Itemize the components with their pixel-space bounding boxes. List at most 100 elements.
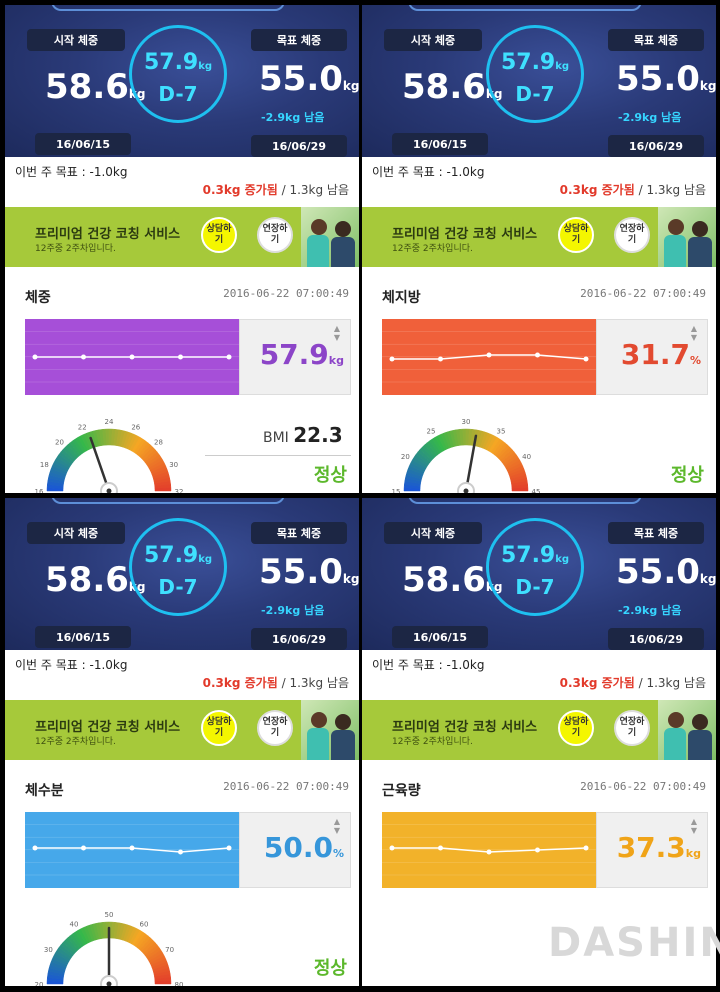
trend-point[interactable] bbox=[32, 354, 38, 360]
goal-weight-label: 목표 체중 bbox=[608, 29, 704, 51]
trend-point[interactable] bbox=[129, 845, 135, 851]
trend-chart[interactable] bbox=[25, 319, 239, 395]
gauge-tick-label: 15 bbox=[392, 488, 401, 493]
goal-weight-value: 55.0kg bbox=[259, 552, 359, 592]
current-weight-ring: 57.9kg D-7 bbox=[129, 25, 227, 123]
trend-point[interactable] bbox=[226, 354, 232, 360]
gauge-tick-label: 30 bbox=[44, 946, 53, 954]
weekly-progress: 0.3kg 증가됨 / 1.3kg 남음 bbox=[559, 676, 706, 690]
gauge-tick-label: 30 bbox=[462, 418, 471, 426]
trend-point[interactable] bbox=[438, 845, 443, 851]
consult-button[interactable]: 상담하기 bbox=[201, 710, 237, 746]
extend-button[interactable]: 연장하기 bbox=[614, 710, 650, 746]
coaches-image bbox=[301, 700, 359, 760]
goal-date: 16/06/29 bbox=[608, 628, 704, 650]
sort-arrows-icon[interactable]: ▲ ▼ bbox=[333, 817, 341, 835]
measurement-date: 2016-06-22 07:00:49 bbox=[580, 780, 706, 793]
sort-arrows-icon[interactable]: ▲ ▼ bbox=[333, 324, 341, 342]
gauge-tick-label: 40 bbox=[522, 453, 531, 461]
coaching-banner[interactable]: 프리미엄 건강 코칭 서비스 12주중 2주차입니다. 상담하기 연장하기 bbox=[362, 207, 716, 267]
trend-point[interactable] bbox=[535, 847, 540, 853]
trend-point[interactable] bbox=[81, 845, 86, 851]
consult-button[interactable]: 상담하기 bbox=[558, 217, 594, 253]
banner-subtitle: 12주중 2주차입니다. bbox=[392, 244, 473, 254]
gauge-tick-label: 25 bbox=[427, 427, 436, 435]
trend-point[interactable] bbox=[81, 354, 86, 360]
trend-point[interactable] bbox=[486, 849, 492, 855]
trend-point[interactable] bbox=[583, 845, 589, 851]
coaching-banner[interactable]: 프리미엄 건강 코칭 서비스 12주중 2주차입니다. 상담하기 연장하기 bbox=[362, 700, 716, 760]
weight-goal-header: 시작 체중 목표 체중 58.6kg 55.0kg 57.9kg D-7 -2.… bbox=[5, 5, 359, 157]
gauge-chart: 15 20 25 30 35 40 45 bbox=[392, 418, 540, 493]
measurement-date: 2016-06-22 07:00:49 bbox=[580, 287, 706, 300]
start-weight-value: 58.6kg bbox=[402, 560, 503, 600]
gauge-tick-label: 32 bbox=[175, 488, 184, 493]
body-metric-panel-3: 시작 체중 목표 체중 58.6kg 55.0kg 57.9kg D-7 -2.… bbox=[5, 498, 359, 986]
status-label: 정상 bbox=[313, 958, 347, 979]
trend-point[interactable] bbox=[535, 352, 540, 358]
trend-point[interactable] bbox=[583, 356, 589, 362]
trend-chart[interactable] bbox=[25, 812, 239, 888]
top-handle bbox=[408, 5, 642, 11]
banner-subtitle: 12주중 2주차입니다. bbox=[392, 737, 473, 747]
banner-subtitle: 12주중 2주차입니다. bbox=[35, 244, 116, 254]
consult-button[interactable]: 상담하기 bbox=[558, 710, 594, 746]
consult-button[interactable]: 상담하기 bbox=[201, 217, 237, 253]
goal-weight-value: 55.0kg bbox=[616, 552, 716, 592]
goal-weight-value: 55.0kg bbox=[616, 59, 716, 99]
gauge-chart: 20 30 40 50 60 70 80 bbox=[35, 911, 183, 986]
gauge-chart: 16 18 20 22 24 26 28 30 32 bbox=[35, 418, 184, 493]
gauge-needle bbox=[464, 434, 478, 493]
coaching-banner[interactable]: 프리미엄 건강 코칭 서비스 12주중 2주차입니다. 상담하기 연장하기 bbox=[5, 207, 359, 267]
trend-point[interactable] bbox=[178, 849, 183, 855]
trend-point[interactable] bbox=[438, 356, 443, 362]
extend-button[interactable]: 연장하기 bbox=[257, 710, 293, 746]
gauge-tick-label: 20 bbox=[55, 439, 64, 447]
metric-section: 근육량 2016-06-22 07:00:49 ▲ ▼ 37.3kg bbox=[362, 760, 716, 986]
trend-point[interactable] bbox=[389, 845, 395, 851]
gauge-tick-label: 70 bbox=[165, 946, 174, 954]
body-metric-panel-4: 시작 체중 목표 체중 58.6kg 55.0kg 57.9kg D-7 -2.… bbox=[362, 498, 716, 986]
start-weight-label: 시작 체중 bbox=[27, 522, 125, 544]
metric-value: 37.3kg bbox=[616, 831, 701, 864]
current-weight-ring: 57.9kg D-7 bbox=[129, 518, 227, 616]
top-handle bbox=[51, 498, 285, 504]
goal-date: 16/06/29 bbox=[251, 135, 347, 157]
extend-button[interactable]: 연장하기 bbox=[257, 217, 293, 253]
trend-point[interactable] bbox=[32, 845, 38, 851]
start-weight-label: 시작 체중 bbox=[384, 29, 482, 51]
banner-title: 프리미엄 건강 코칭 서비스 bbox=[35, 720, 181, 735]
gauge-tick-label: 30 bbox=[169, 461, 178, 469]
banner-subtitle: 12주중 2주차입니다. bbox=[35, 737, 116, 747]
banner-title: 프리미엄 건강 코칭 서비스 bbox=[392, 720, 538, 735]
current-weight-ring: 57.9kg D-7 bbox=[486, 518, 584, 616]
current-weight-ring: 57.9kg D-7 bbox=[486, 25, 584, 123]
trend-point[interactable] bbox=[389, 356, 395, 362]
goal-date: 16/06/29 bbox=[608, 135, 704, 157]
remaining-weight: -2.9kg 남음 bbox=[261, 604, 325, 617]
trend-point[interactable] bbox=[226, 845, 232, 851]
trend-chart[interactable] bbox=[382, 319, 596, 395]
metric-value: 57.9kg bbox=[259, 338, 344, 371]
metric-value: 31.7% bbox=[620, 338, 701, 371]
measurement-date: 2016-06-22 07:00:49 bbox=[223, 287, 349, 300]
trend-point[interactable] bbox=[129, 354, 135, 360]
gauge-tick-label: 50 bbox=[105, 911, 114, 919]
remaining-weight: -2.9kg 남음 bbox=[618, 604, 682, 617]
coaching-banner[interactable]: 프리미엄 건강 코칭 서비스 12주중 2주차입니다. 상담하기 연장하기 bbox=[5, 700, 359, 760]
metric-section: 체수분 2016-06-22 07:00:49 ▲ ▼ 50.0% 20 30 40 5… bbox=[5, 760, 359, 986]
metric-section: 체지방 2016-06-22 07:00:49 ▲ ▼ 31.7% 15 20 25 3… bbox=[362, 267, 716, 493]
weekly-goal-row: 이번 주 목표 : -1.0kg 0.3kg 증가됨 / 1.3kg 남음 bbox=[5, 157, 359, 207]
weekly-progress: 0.3kg 증가됨 / 1.3kg 남음 bbox=[202, 183, 349, 197]
trend-chart[interactable] bbox=[382, 812, 596, 888]
metric-title: 근육량 bbox=[382, 783, 421, 799]
weekly-goal-row: 이번 주 목표 : -1.0kg 0.3kg 증가됨 / 1.3kg 남음 bbox=[362, 650, 716, 700]
sort-arrows-icon[interactable]: ▲ ▼ bbox=[690, 817, 698, 835]
remaining-weight: -2.9kg 남음 bbox=[618, 111, 682, 124]
sort-arrows-icon[interactable]: ▲ ▼ bbox=[690, 324, 698, 342]
gauge-tick-label: 22 bbox=[78, 423, 87, 431]
weekly-goal-text: 이번 주 목표 : -1.0kg bbox=[15, 165, 128, 179]
trend-point[interactable] bbox=[486, 352, 492, 358]
extend-button[interactable]: 연장하기 bbox=[614, 217, 650, 253]
trend-point[interactable] bbox=[178, 354, 183, 360]
